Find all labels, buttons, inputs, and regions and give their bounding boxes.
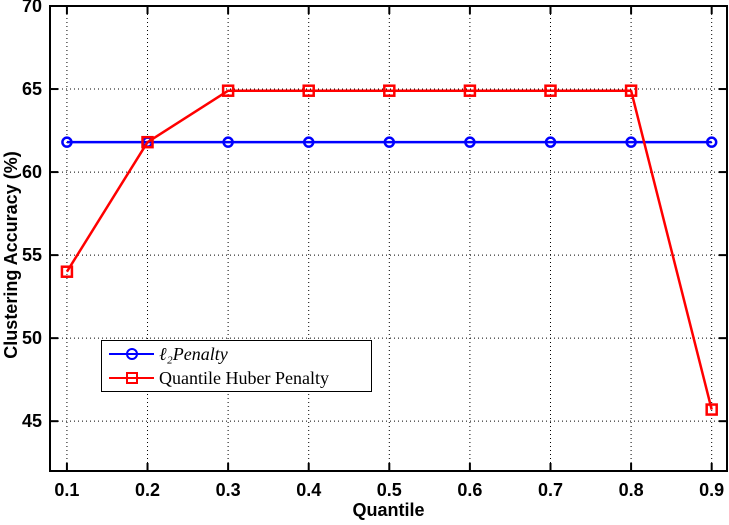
square-marker-icon	[125, 372, 138, 384]
series-marker-square	[383, 84, 396, 97]
legend-item-l2-penalty: ℓ₂Penalty	[109, 342, 371, 366]
series-marker-square	[141, 135, 154, 149]
x-tick-label: 0.9	[699, 480, 724, 500]
series-line-1	[65, 89, 713, 410]
series-marker-square	[221, 84, 235, 97]
legend-item-quantile-huber: Quantile Huber Penalty	[109, 366, 371, 390]
series-marker-circle	[625, 136, 637, 148]
x-tick-label: 0.6	[457, 480, 482, 500]
series-marker-circle	[383, 136, 396, 148]
y-tick-label: 50	[22, 328, 42, 348]
x-tick-label: 0.8	[619, 480, 644, 500]
series-marker-square	[302, 84, 315, 97]
x-tick-label: 0.7	[538, 480, 563, 500]
series-marker-circle	[705, 136, 718, 148]
x-axis-title: Quantile	[352, 500, 424, 520]
x-tick-label: 0.5	[377, 480, 402, 500]
y-axis-title: Clustering Accuracy (%)	[1, 151, 21, 358]
legend-line-sample-red	[109, 376, 154, 379]
legend-label-l2-penalty: ℓ₂Penalty	[159, 343, 228, 364]
y-tick-label: 70	[22, 0, 42, 16]
series-marker-circle	[544, 136, 557, 148]
legend-sample-l2	[109, 347, 154, 361]
x-tick-label: 0.4	[296, 480, 321, 500]
y-tick-label: 65	[22, 79, 42, 99]
circle-marker-icon	[125, 348, 138, 360]
x-tick-label: 0.2	[135, 480, 160, 500]
y-tick-label: 60	[22, 162, 42, 182]
series-marker-square	[60, 265, 74, 278]
legend-sample-huber	[109, 371, 154, 385]
y-tick-label: 55	[22, 245, 42, 265]
series-marker-circle	[302, 136, 315, 148]
axis-box	[49, 5, 728, 472]
legend-label-quantile-huber: Quantile Huber Penalty	[159, 367, 329, 388]
series-marker-circle	[464, 136, 476, 148]
x-tick-label: 0.3	[216, 480, 241, 500]
series-marker-circle	[222, 136, 234, 148]
series-marker-square	[544, 84, 557, 97]
series-marker-square	[463, 84, 477, 97]
y-tick-label: 45	[22, 411, 42, 431]
series-marker-square	[705, 403, 718, 416]
legend: ℓ₂Penalty Quantile Huber Penalty	[101, 340, 372, 392]
series-marker-square	[624, 84, 638, 97]
x-tick-label: 0.1	[54, 480, 79, 500]
series-marker-circle	[61, 136, 73, 148]
